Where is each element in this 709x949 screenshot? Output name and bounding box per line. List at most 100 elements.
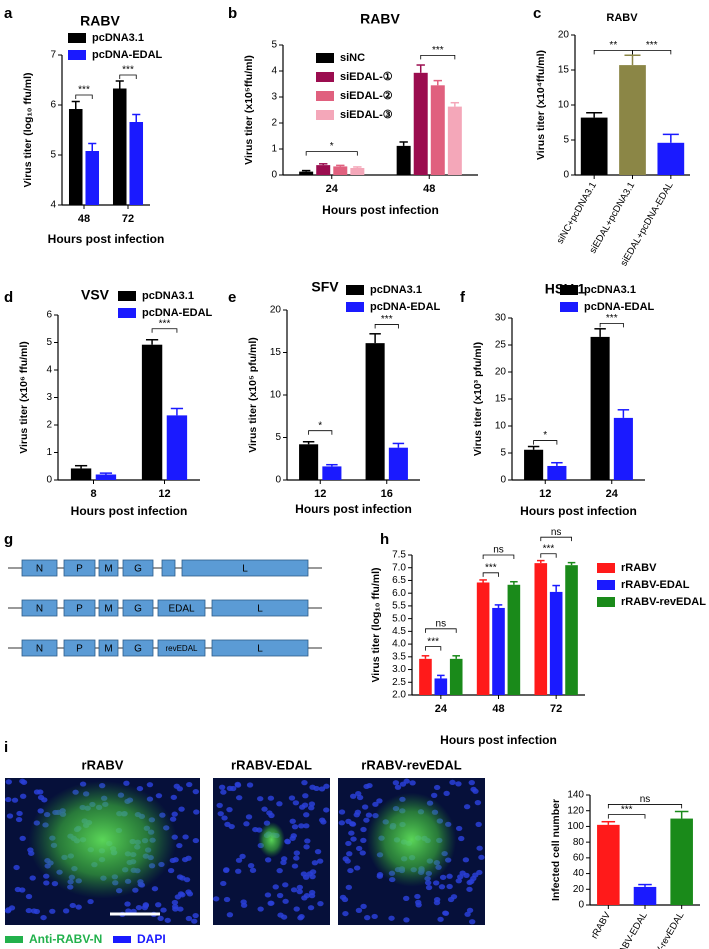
- nucleus: [365, 812, 373, 818]
- nucleus: [403, 917, 410, 923]
- bar: [299, 171, 314, 175]
- nucleus: [25, 907, 33, 914]
- nucleus: [463, 804, 471, 810]
- legend-label: rRABV-revEDAL: [621, 596, 706, 608]
- panel-label: a: [4, 5, 13, 22]
- x-tick-label: 24: [435, 703, 448, 715]
- nucleus: [303, 812, 310, 818]
- nucleus: [13, 864, 20, 871]
- nucleus: [446, 873, 453, 879]
- nucleus: [176, 842, 183, 849]
- nucleus: [463, 872, 470, 878]
- panel-label: i: [4, 739, 8, 756]
- nucleus: [293, 850, 301, 856]
- nucleus: [264, 892, 272, 898]
- nucleus: [303, 844, 310, 850]
- nucleus: [167, 867, 175, 874]
- nucleus: [372, 801, 379, 807]
- y-tick-label: 6: [46, 310, 52, 321]
- legend-label: pcDNA-EDAL: [370, 301, 441, 313]
- nucleus: [455, 878, 462, 884]
- y-tick-label: 4: [46, 365, 52, 376]
- y-tick-label: 80: [573, 837, 585, 848]
- significance-label: ***: [78, 85, 90, 96]
- significance-label: ***: [606, 313, 618, 324]
- nucleus: [455, 825, 463, 832]
- nucleus: [350, 836, 357, 842]
- y-tick-label: 6.0: [392, 588, 406, 599]
- nucleus: [142, 903, 149, 909]
- gene-box: [161, 559, 176, 577]
- nucleus: [20, 779, 28, 785]
- legend-label: siEDAL-②: [340, 90, 393, 102]
- nucleus: [185, 855, 192, 861]
- gene-label: EDAL: [168, 604, 195, 615]
- y-tick-label: 15: [558, 65, 570, 76]
- y-tick-label: 0: [500, 475, 506, 486]
- y-tick-label: 120: [567, 805, 584, 816]
- nucleus: [29, 875, 36, 881]
- nucleus: [464, 911, 471, 917]
- nucleus: [288, 795, 296, 801]
- panel-label: c: [533, 5, 541, 22]
- x-axis-label: Hours post infection: [520, 504, 637, 518]
- bar: [670, 818, 693, 905]
- significance-bracket: [533, 440, 558, 445]
- nucleus: [171, 899, 179, 906]
- nucleus: [235, 795, 243, 801]
- panel-label: b: [228, 5, 237, 22]
- nucleus: [182, 834, 189, 840]
- y-tick-label: 5.5: [392, 601, 406, 612]
- legend-swatch: [560, 285, 578, 295]
- legend-label: pcDNA3.1: [142, 290, 194, 302]
- y-tick-label: 3: [46, 392, 52, 403]
- gene-label: M: [104, 604, 112, 615]
- gene-label: M: [104, 644, 112, 655]
- y-tick-label: 4.5: [392, 626, 406, 637]
- legend-label: pcDNA-EDAL: [584, 301, 655, 313]
- legend-label: Anti-RABV-N: [29, 932, 102, 946]
- bar: [507, 584, 521, 695]
- panel-label: e: [228, 289, 236, 306]
- gene-label: L: [257, 604, 263, 615]
- y-tick-label: 60: [573, 852, 585, 863]
- legend-swatch: [316, 91, 334, 101]
- bar: [350, 167, 365, 175]
- nucleus: [392, 780, 400, 786]
- nucleus: [292, 800, 300, 806]
- y-tick-label: 4: [50, 200, 56, 211]
- nucleus: [276, 801, 283, 807]
- bar: [365, 343, 385, 480]
- bar: [597, 824, 620, 905]
- nucleus: [442, 910, 449, 916]
- nucleus: [146, 782, 154, 788]
- legend-label: siNC: [340, 52, 365, 64]
- y-axis-label: Virus titer (x10⁵ pfu/ml): [247, 337, 259, 453]
- y-tick-label: 15: [270, 347, 282, 358]
- significance-bracket: [374, 324, 399, 329]
- nucleus: [364, 915, 371, 921]
- gene-box: [98, 559, 119, 577]
- significance-label: ns: [551, 527, 562, 538]
- legend-swatch: [316, 110, 334, 120]
- gene-box: [122, 559, 154, 577]
- y-tick-label: 4: [271, 66, 277, 77]
- nucleus: [366, 782, 373, 789]
- y-tick-label: 10: [495, 421, 507, 432]
- x-tick-label: 24: [606, 488, 619, 500]
- nucleus: [192, 912, 199, 919]
- nucleus: [19, 835, 26, 841]
- legend-label: rRABV-EDAL: [621, 579, 690, 591]
- nucleus: [297, 915, 304, 921]
- significance-label: ***: [122, 65, 134, 76]
- nucleus: [339, 894, 347, 900]
- y-tick-label: 10: [558, 100, 570, 111]
- y-tick-label: 100: [567, 821, 584, 832]
- nucleus: [69, 902, 76, 909]
- legend-label: pcDNA3.1: [92, 32, 144, 44]
- x-tick-label: 12: [158, 488, 170, 500]
- y-tick-label: 5: [46, 337, 52, 348]
- nucleus: [6, 813, 14, 819]
- chart-title: SFV: [311, 279, 339, 295]
- significance-bracket: [151, 328, 178, 333]
